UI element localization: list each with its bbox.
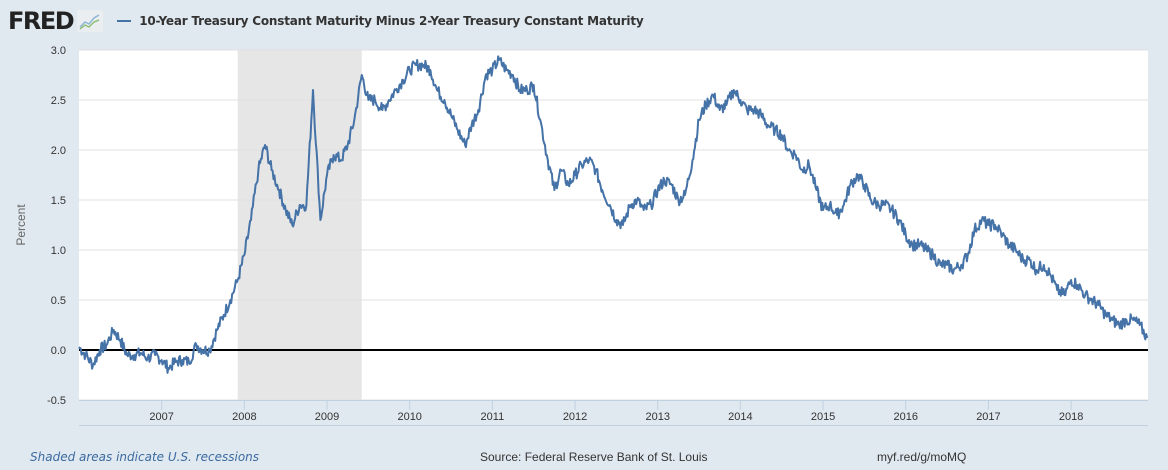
x-tick-label: 2018 — [1059, 411, 1083, 423]
source-text: Source: Federal Reserve Bank of St. Loui… — [480, 450, 708, 464]
x-tick-label: 2009 — [315, 411, 339, 423]
y-axis-label: Percent — [14, 204, 28, 246]
y-tick-label: -0.5 — [47, 395, 66, 407]
x-tick-label: 2016 — [894, 411, 918, 423]
legend-swatch — [117, 20, 132, 22]
x-tick-label: 2011 — [481, 411, 505, 423]
x-tick-label: 2014 — [728, 411, 752, 423]
x-tick-label: 2010 — [397, 411, 421, 423]
x-tick-label: 2007 — [149, 411, 173, 423]
y-tick-label: 3.0 — [51, 45, 66, 57]
short-url-link[interactable]: myf.red/g/moMQ — [877, 450, 967, 464]
y-tick-label: 0.5 — [51, 295, 66, 307]
x-tick-label: 2008 — [232, 411, 256, 423]
x-tick-label: 2017 — [976, 411, 1000, 423]
x-tick-label: 2015 — [811, 411, 835, 423]
y-tick-label: 1.5 — [51, 195, 66, 207]
chart-line-icon — [77, 10, 104, 32]
series-title[interactable]: 10-Year Treasury Constant Maturity Minus… — [139, 14, 644, 28]
y-tick-label: 1.0 — [51, 245, 66, 257]
x-tick-label: 2013 — [645, 411, 669, 423]
chart-header: FRED 10-Year Treasury Constant Maturity … — [8, 6, 644, 36]
recession-band — [237, 50, 362, 400]
y-axis: -0.5 0.0 0.5 1.0 1.5 2.0 2.5 3.0 — [47, 45, 66, 407]
y-tick-label: 2.0 — [51, 145, 66, 157]
recession-shading — [237, 50, 362, 400]
fred-logo[interactable]: FRED — [8, 7, 75, 35]
y-tick-label: 0.0 — [51, 345, 66, 357]
x-tick-label: 2012 — [563, 411, 587, 423]
recession-note: Shaded areas indicate U.S. recessions — [30, 450, 260, 464]
y-tick-label: 2.5 — [51, 95, 66, 107]
x-axis: 2007 2008 2009 2010 2011 2012 2013 2014 2015 2016… — [79, 400, 1148, 426]
series-line[interactable] — [78, 55, 1149, 374]
